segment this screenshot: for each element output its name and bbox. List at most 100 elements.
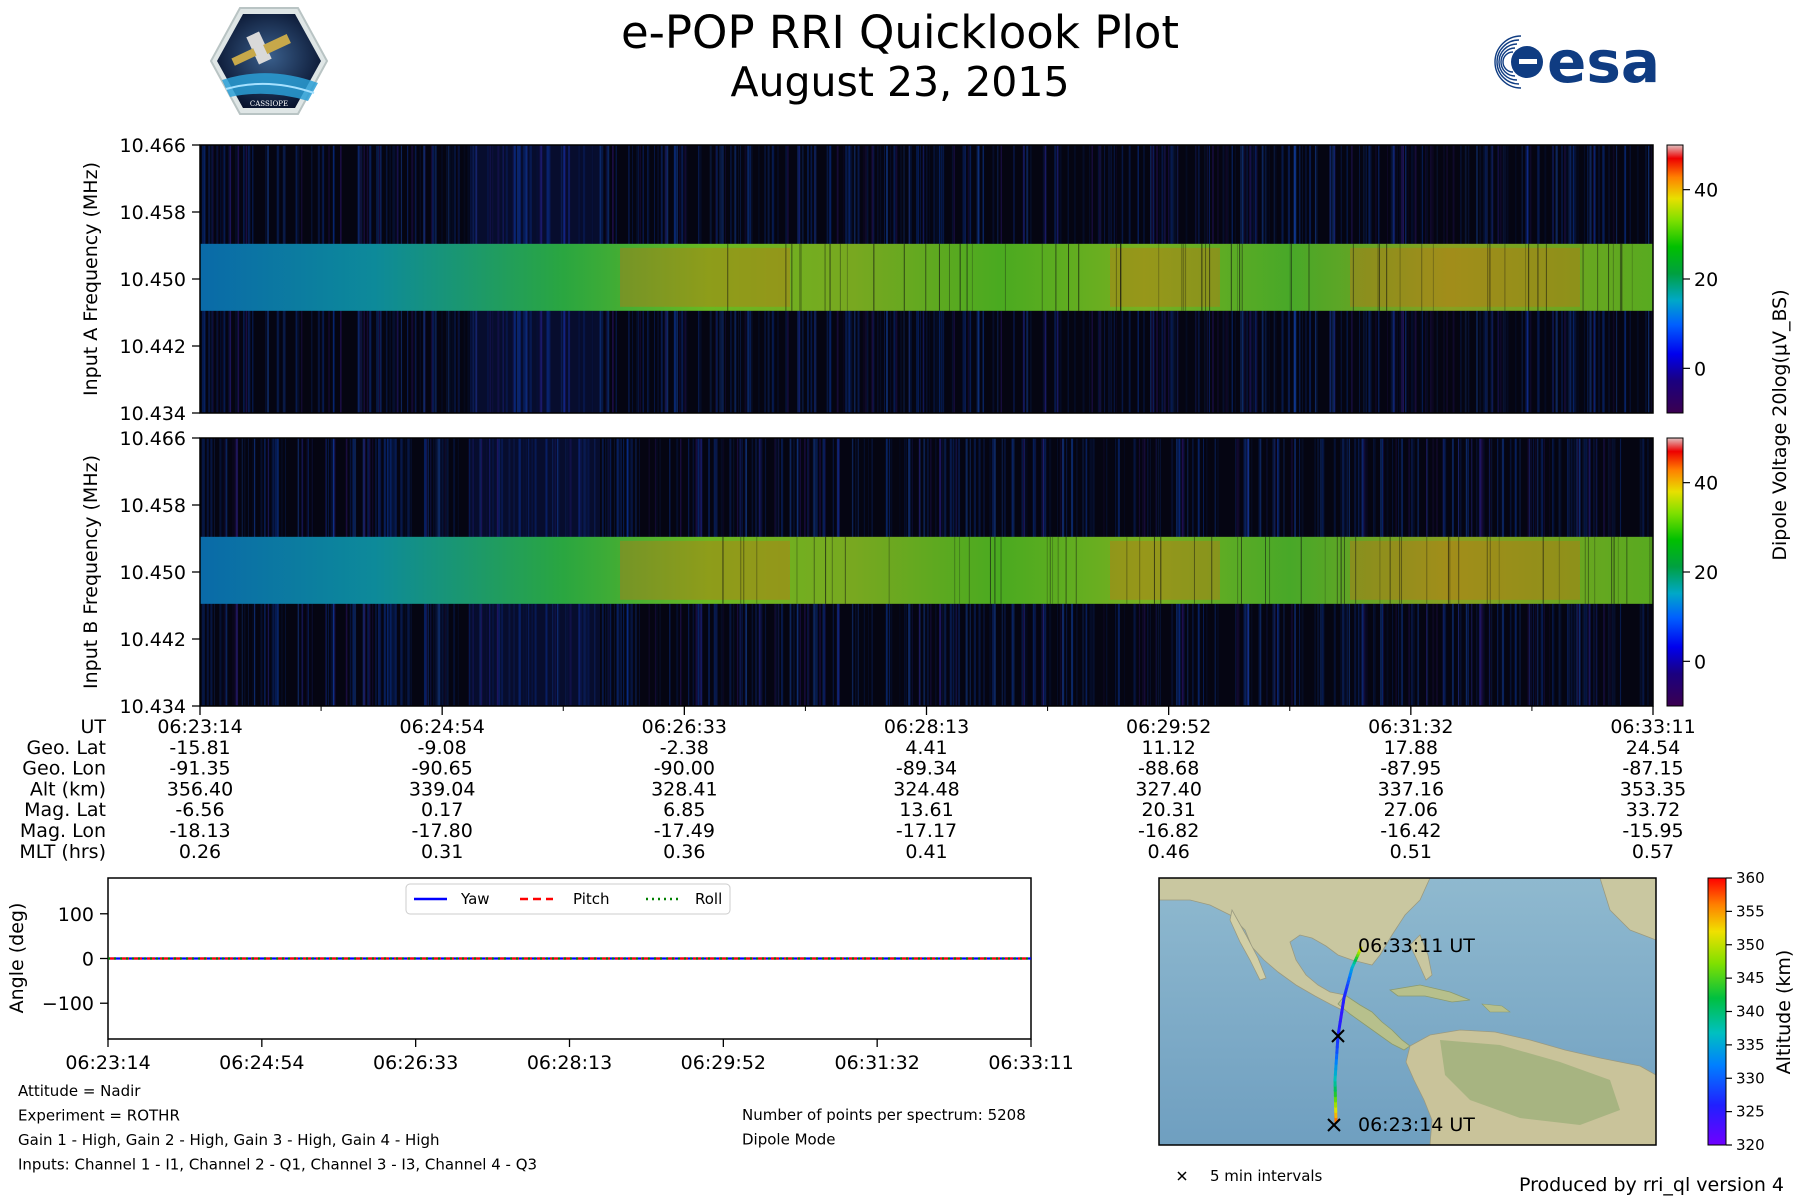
ephemeris-value: 06:23:14: [157, 716, 242, 738]
experiment-info: Attitude = Nadir Experiment = ROTHR Gain 1…: [18, 1082, 537, 1174]
attitude-xtick-label: 06:24:54: [219, 1052, 304, 1074]
ephemeris-value: -17.80: [412, 820, 473, 842]
ytick-label: 10.442: [120, 629, 186, 651]
ytick-label: 10.442: [120, 336, 186, 358]
attitude-legend: Yaw Pitch Roll: [405, 883, 731, 915]
ephemeris-value: 06:31:32: [1368, 716, 1453, 738]
ytick-label: 10.450: [120, 562, 186, 584]
attitude-yaxis: 100 0 −100: [42, 904, 108, 1015]
page-title: e-POP RRI Quicklook Plot: [620, 6, 1180, 59]
altitude-colorbar-gradient: [1707, 877, 1727, 1146]
ephemeris-value: 06:28:13: [884, 716, 969, 738]
altitude-tick-label: 320: [1736, 1136, 1765, 1154]
ephemeris-value: -16.82: [1138, 820, 1199, 842]
ephemeris-label: Mag. Lat: [24, 799, 106, 821]
map-land-north-america: [1159, 878, 1431, 1011]
attitude-xtick-label: 06:23:14: [65, 1052, 150, 1074]
altitude-tick-label: 350: [1736, 936, 1765, 954]
attitude-legend-box: [405, 883, 731, 915]
ephemeris-value: 27.06: [1384, 799, 1438, 821]
legend-roll-label: Roll: [695, 890, 722, 908]
ephemeris-value: 06:24:54: [399, 716, 484, 738]
spectrogram-a-ylabel: Input A Frequency (MHz): [80, 162, 102, 396]
track-interval-marker: [1331, 1029, 1345, 1043]
ytick-label: 10.434: [120, 403, 186, 425]
ephemeris-values: 06:23:14-15.81-91.35356.40-6.56-18.130.2…: [157, 716, 1695, 863]
ephemeris-value: 0.26: [179, 841, 221, 863]
hot-region: [1350, 247, 1580, 307]
legend-yaw-label: Yaw: [460, 890, 490, 908]
ephemeris-value: -18.13: [169, 820, 230, 842]
ephemeris-value: 33.72: [1626, 799, 1680, 821]
ephemeris-value: 327.40: [1135, 778, 1201, 800]
ephemeris-value: 06:26:33: [642, 716, 727, 738]
ephemeris-value: 24.54: [1626, 737, 1680, 759]
ephemeris-value: -17.49: [654, 820, 715, 842]
map-legend-label: 5 min intervals: [1210, 1167, 1323, 1185]
attitude-ytick-label: 0: [82, 949, 94, 971]
altitude-tick-label: 330: [1736, 1069, 1765, 1087]
spectrogram-b-yaxis: 10.466 10.458 10.450 10.442 10.434: [120, 428, 200, 718]
dipole-voltage-colorbar-label-text: Dipole Voltage 20log(μV_BS): [1769, 289, 1791, 560]
map-land-amazon: [1440, 1040, 1620, 1125]
map-land-baja: [1229, 908, 1267, 981]
spectrogram-a-hot-regions: [620, 243, 1633, 311]
spectrogram-a-signal-band: [200, 243, 1653, 311]
ephemeris-value: 328.41: [651, 778, 717, 800]
map-land-florida: [1409, 934, 1433, 981]
ephemeris-value: 17.88: [1384, 737, 1438, 759]
ephemeris-value: 4.41: [905, 737, 947, 759]
ephemeris-value: -91.35: [169, 758, 230, 780]
ephemeris-label: Geo. Lon: [22, 758, 106, 780]
ephemeris-value: -89.34: [896, 758, 957, 780]
map-frame: [1158, 877, 1657, 1146]
ephemeris-value: 356.40: [167, 778, 233, 800]
cassiope-logo-text: CASSIOPE: [250, 100, 288, 108]
attitude-ytick-label: −100: [42, 993, 94, 1015]
spectrum-info-line: Number of points per spectrum: 5208: [742, 1106, 1026, 1124]
ephemeris-value: -2.38: [660, 737, 709, 759]
map-land-caribbean: [1389, 984, 1471, 1003]
altitude-colorbar: 360 355 350 345 340 335 330 325 320 Altitude (km…: [1707, 869, 1795, 1154]
altitude-tick-label: 340: [1736, 1003, 1765, 1021]
attitude-xtick-label: 06:33:11: [988, 1052, 1073, 1074]
altitude-tick-label: 335: [1736, 1036, 1765, 1054]
experiment-info-line: Experiment = ROTHR: [18, 1107, 180, 1125]
attitude-xtick-label: 06:31:32: [834, 1052, 919, 1074]
ephemeris-label: Alt (km): [30, 778, 106, 800]
ephemeris-label: MLT (hrs): [19, 841, 106, 863]
cassiope-logo: CASSIOPE: [209, 7, 329, 115]
hot-region: [1110, 540, 1220, 600]
ephemeris-label: UT: [80, 716, 106, 738]
ephemeris-value: -6.56: [175, 799, 224, 821]
spectrogram-xaxis: [199, 706, 1654, 715]
attitude-ylabel: Angle (deg): [6, 903, 28, 1014]
ground-track-map: 06:33:11 UT 06:23:14 UT 5 min intervals: [1158, 877, 1657, 1185]
colorbar-tick-label: 0: [1694, 358, 1706, 380]
ephemeris-value: 0.31: [421, 841, 463, 863]
ephemeris-value: 06:33:11: [1610, 716, 1695, 738]
ephemeris-value: -90.65: [412, 758, 473, 780]
ephemeris-value: -88.68: [1138, 758, 1199, 780]
hot-region: [1110, 247, 1220, 307]
spectrogram-b-signal-band: [200, 536, 1653, 604]
map-land-hispaniola: [1481, 1003, 1511, 1013]
ephemeris-value: 0.46: [1148, 841, 1190, 863]
ephemeris-value: 11.12: [1141, 737, 1195, 759]
ephemeris-value: -87.95: [1380, 758, 1441, 780]
ground-track-line: [1333, 946, 1363, 1124]
ephemeris-value: 353.35: [1620, 778, 1686, 800]
ytick-label: 10.458: [120, 495, 186, 517]
experiment-info-line: Inputs: Channel 1 - I1, Channel 2 - Q1, …: [18, 1156, 537, 1174]
spectrogram-a-yaxis: 10.466 10.458 10.450 10.442 10.434: [120, 135, 200, 425]
attitude-plot: 100 0 −100 06:23:14 06:24:54 06:26:33 06:28:1…: [6, 877, 1074, 1074]
colorbar-tick-label: 20: [1694, 269, 1718, 291]
ephemeris-value: -9.08: [418, 737, 467, 759]
altitude-tick-label: 345: [1736, 969, 1765, 987]
spectrogram-a-colorbar-ticks: 40 20 0: [1683, 180, 1718, 380]
ytick-label: 10.466: [120, 428, 186, 450]
page-subtitle: August 23, 2015: [730, 58, 1070, 106]
track-segment: [1358, 946, 1363, 952]
